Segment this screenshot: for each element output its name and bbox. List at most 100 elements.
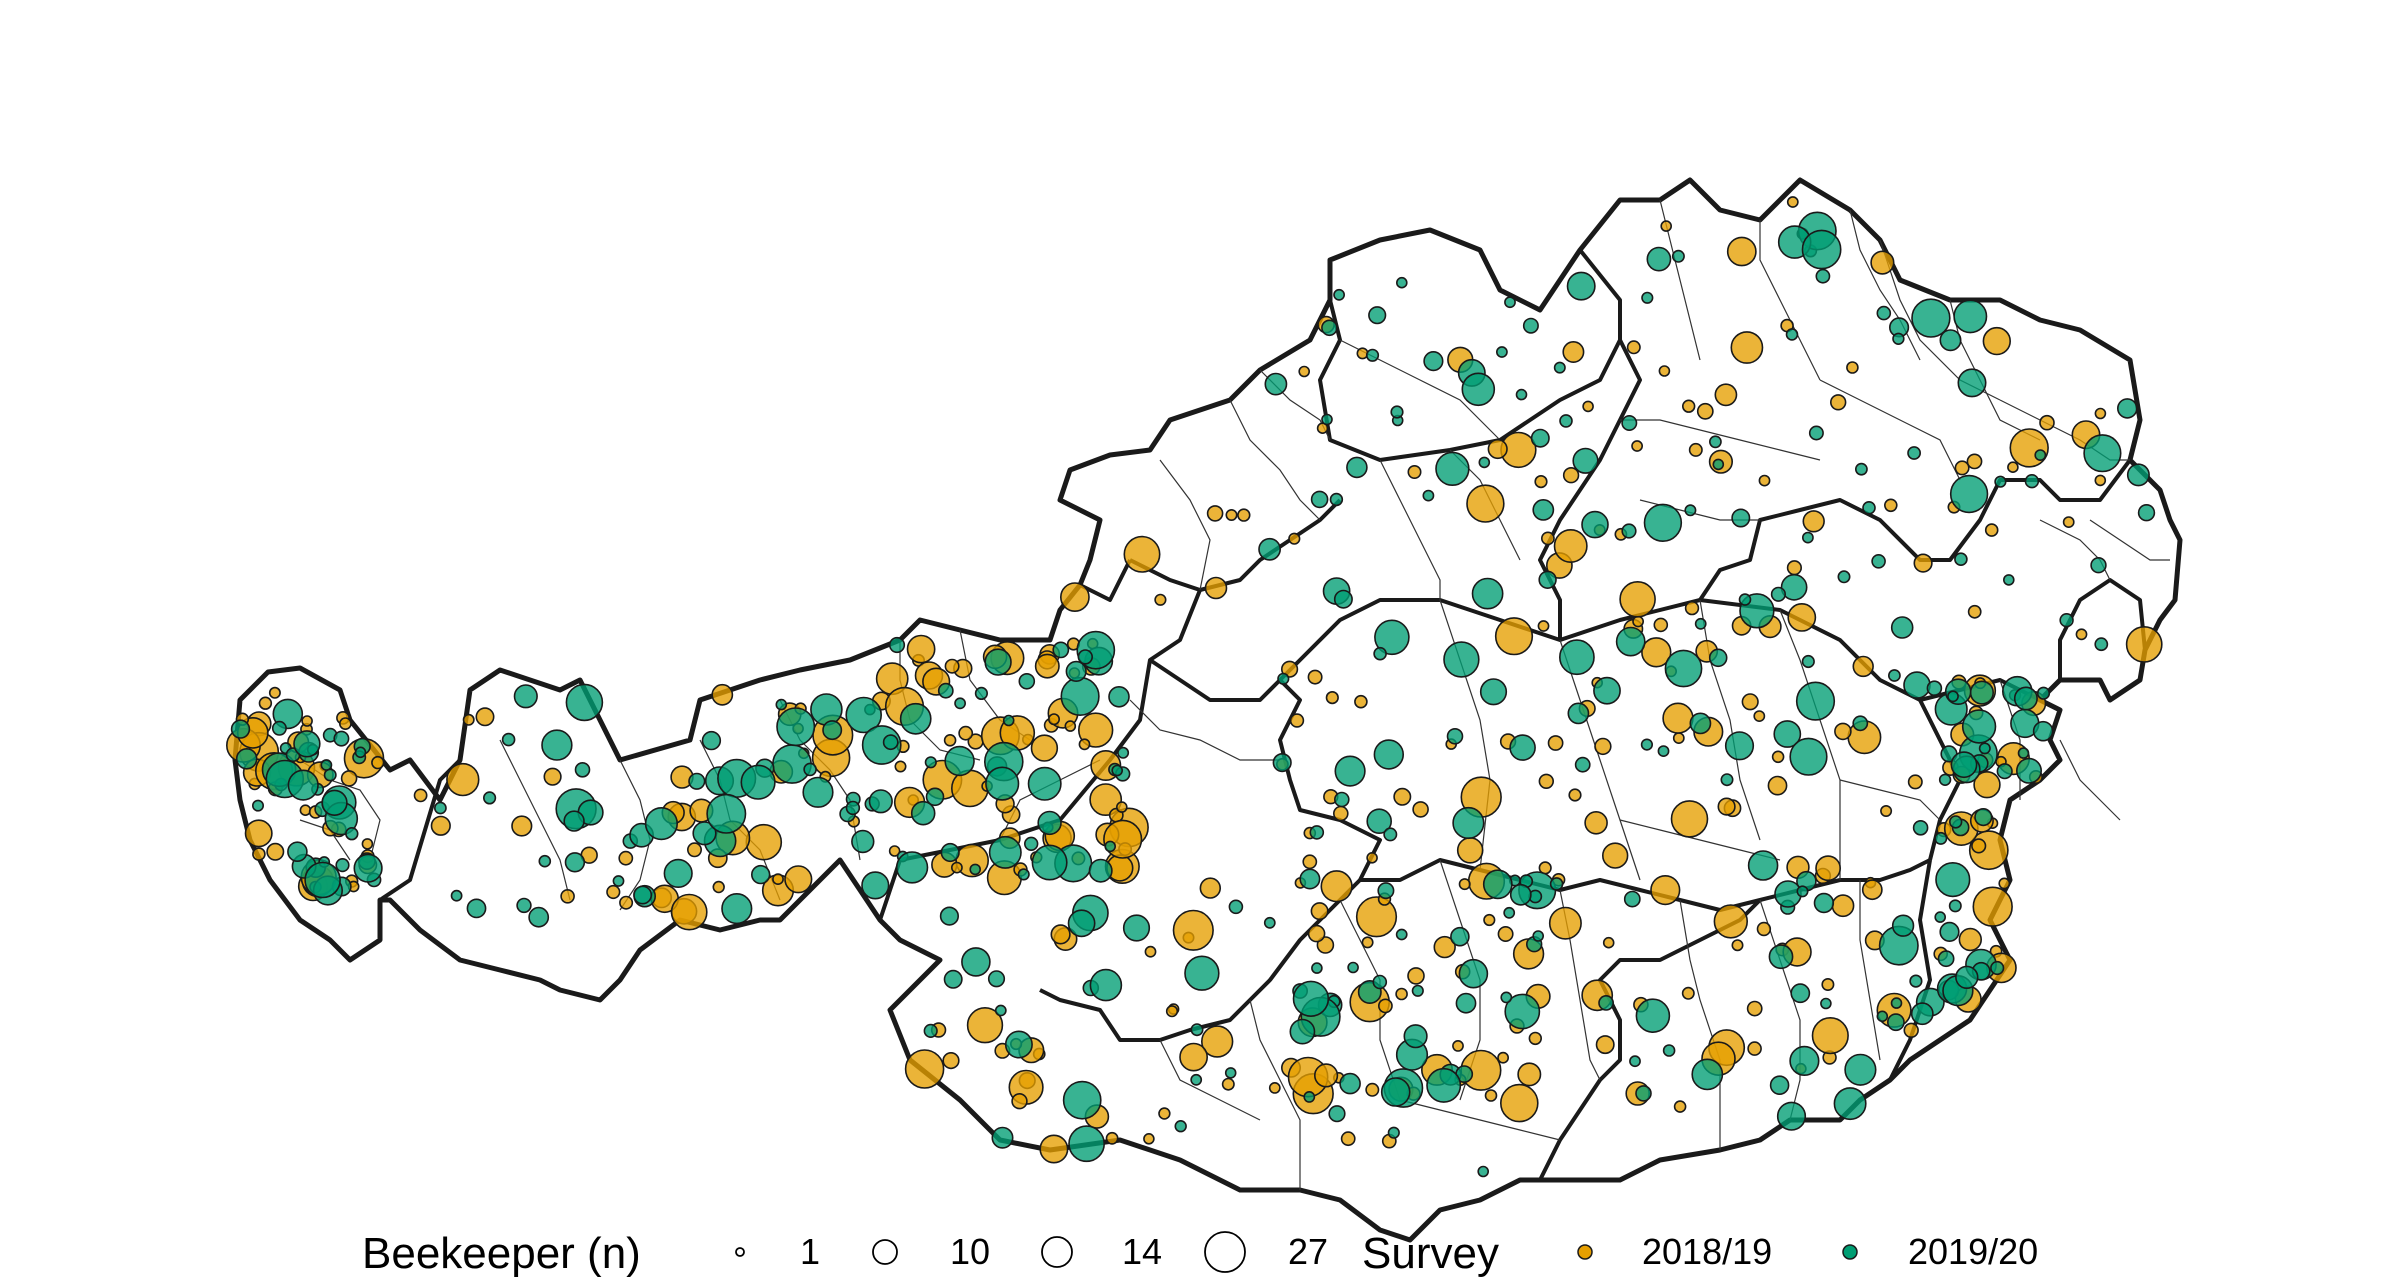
survey-point-2019-20 [2016, 757, 2043, 784]
survey-point-2019-20 [1423, 351, 1444, 372]
survey-point-2019-20 [1426, 1067, 1462, 1103]
survey-point-2018-19 [1802, 510, 1825, 533]
survey-point-2018-19 [1821, 977, 1835, 991]
survey-point-2019-20 [961, 947, 991, 977]
survey-point-2019-20 [2013, 686, 2038, 711]
survey-point-2018-19 [1852, 655, 1874, 678]
survey-point-2018-19 [894, 760, 907, 773]
survey-point-2019-20 [1657, 745, 1670, 757]
survey-point-2018-19 [1225, 508, 1238, 521]
survey-point-2019-20 [1277, 672, 1290, 685]
survey-point-2018-19 [966, 1006, 1004, 1044]
legend-color-label-2018-19: 2018/19 [1642, 1231, 1772, 1272]
survey-point-2019-20 [1522, 317, 1539, 334]
survey-point-2019-20 [513, 684, 538, 709]
survey-point-2019-20 [1629, 1055, 1641, 1068]
survey-point-2018-19 [784, 865, 813, 894]
survey-point-2019-20 [1553, 361, 1566, 374]
survey-point-2018-19 [258, 696, 273, 710]
survey-point-2019-20 [1909, 974, 1923, 988]
survey-point-2018-19 [1582, 400, 1594, 413]
survey-point-2018-19 [1158, 1107, 1171, 1120]
survey-point-2019-20 [1004, 1030, 1033, 1059]
survey-point-2019-20 [1395, 928, 1408, 941]
survey-point-2018-19 [1048, 713, 1061, 726]
survey-point-2018-19 [1903, 1022, 1919, 1039]
survey-point-2019-20 [1708, 648, 1728, 668]
survey-point-2018-19 [1458, 878, 1471, 891]
survey-point-2018-19 [1310, 902, 1329, 921]
survey-point-2019-20 [1089, 968, 1123, 1002]
survey-point-2019-20 [1372, 974, 1388, 990]
survey-point-2019-20 [1422, 489, 1435, 502]
survey-point-2018-19 [1200, 1025, 1234, 1058]
survey-point-2018-19 [958, 725, 974, 741]
survey-point-2019-20 [2137, 504, 2156, 522]
survey-point-2018-19 [268, 686, 281, 699]
survey-point-2018-19 [1831, 894, 1855, 918]
survey-point-2019-20 [1403, 1024, 1428, 1049]
survey-point-2019-20 [1108, 685, 1130, 708]
survey-point-2019-20 [1948, 899, 1962, 913]
survey-point-2019-20 [1876, 305, 1892, 321]
survey-point-2019-20 [1635, 1085, 1652, 1102]
survey-point-2019-20 [612, 875, 625, 887]
survey-point-2019-20 [1122, 914, 1151, 942]
survey-point-2018-19 [1547, 735, 1564, 751]
survey-point-2019-20 [1955, 965, 1979, 989]
survey-point-2019-20 [1926, 680, 1943, 697]
survey-point-2019-20 [1691, 1058, 1724, 1091]
survey-point-2018-19 [2075, 628, 2088, 641]
survey-point-2018-19 [1771, 750, 1785, 764]
survey-point-2019-20 [1532, 498, 1555, 521]
survey-point-2018-19 [266, 842, 285, 861]
survey-point-2019-20 [1890, 616, 1914, 639]
survey-point-2018-19 [1378, 998, 1393, 1014]
survey-point-2019-20 [1934, 831, 1948, 845]
survey-point-2019-20 [304, 861, 341, 899]
survey-point-2019-20 [663, 858, 693, 889]
survey-point-2018-19 [1815, 855, 1842, 882]
survey-point-2019-20 [1387, 1126, 1400, 1139]
survey-point-2018-19 [1595, 1035, 1615, 1055]
survey-point-2018-19 [1756, 921, 1772, 937]
survey-point-2019-20 [1077, 649, 1094, 665]
survey-point-2018-19 [1584, 810, 1608, 835]
survey-point-2019-20 [868, 789, 893, 814]
survey-point-2018-19 [1972, 886, 2013, 927]
survey-point-2019-20 [1368, 306, 1387, 325]
survey-point-2019-20 [1373, 739, 1405, 770]
survey-point-2019-20 [991, 1126, 1014, 1149]
survey-point-2018-19 [1355, 896, 1398, 938]
survey-point-2019-20 [1566, 271, 1596, 301]
survey-point-2019-20 [323, 768, 337, 782]
survey-point-2019-20 [541, 729, 573, 761]
survey-point-2019-20 [882, 734, 899, 751]
survey-point-2018-19 [606, 884, 621, 900]
survey-point-2018-19 [301, 715, 313, 727]
survey-point-2019-20 [692, 821, 717, 846]
survey-point-2018-19 [1466, 484, 1505, 523]
survey-point-2019-20 [1328, 1105, 1346, 1123]
survey-point-2018-19 [1030, 734, 1059, 762]
survey-point-2019-20 [1435, 451, 1470, 486]
survey-point-2019-20 [1813, 892, 1835, 914]
survey-point-2019-20 [1377, 882, 1395, 900]
survey-point-2019-20 [688, 772, 706, 790]
survey-point-2018-19 [446, 762, 480, 797]
survey-point-2018-19 [618, 850, 634, 866]
legend-size-label-1: 1 [800, 1231, 820, 1272]
survey-point-2019-20 [1310, 490, 1329, 509]
survey-point-2019-20 [1538, 570, 1557, 589]
survey-point-2019-20 [775, 698, 788, 711]
survey-point-2019-20 [1815, 268, 1831, 284]
survey-point-2018-19 [1313, 1063, 1339, 1088]
survey-point-2018-19 [1811, 1016, 1849, 1055]
survey-point-2018-19 [1407, 967, 1425, 985]
survey-point-2018-19 [1553, 528, 1588, 563]
survey-point-2019-20 [944, 745, 975, 777]
survey-point-2019-20 [1065, 660, 1087, 683]
survey-point-2019-20 [937, 682, 954, 699]
survey-point-2018-19 [1050, 924, 1071, 945]
survey-point-2019-20 [335, 857, 350, 873]
